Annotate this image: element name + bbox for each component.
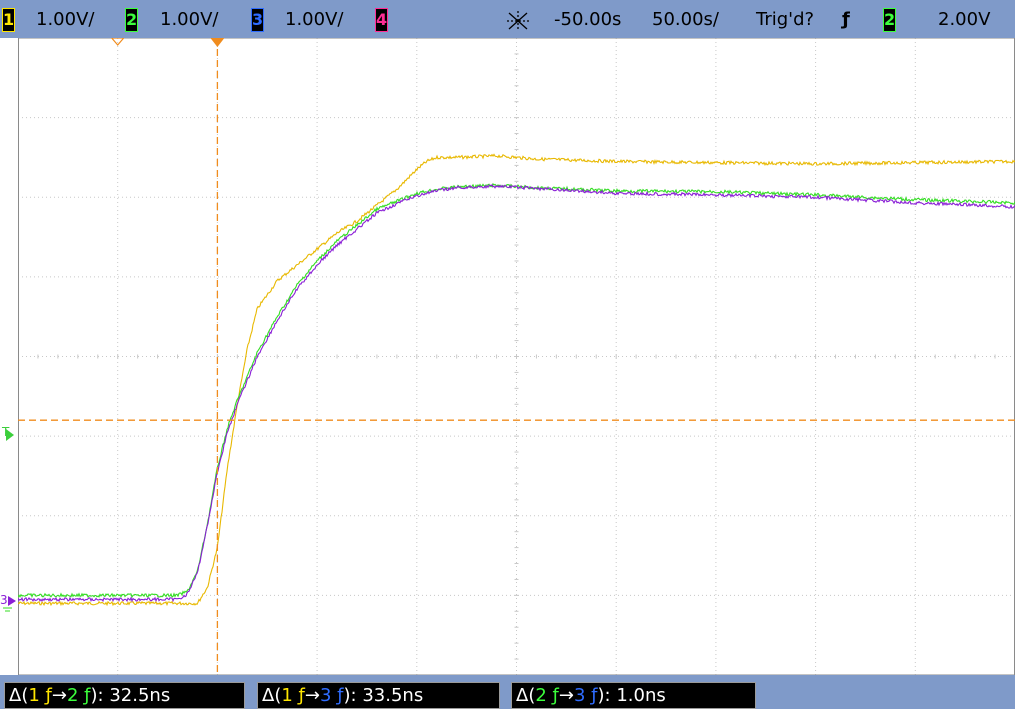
measurement-bar: Δ(1 ƒ→2 ƒ): 32.5ns Δ(1 ƒ→3 ƒ): 33.5ns Δ(… [0,675,1015,709]
measurement-1-sep: ): [90,685,104,706]
top-markers [110,38,225,47]
measurement-3-delta: Δ( [516,685,536,706]
left-marker-strip: T 3 [0,425,16,612]
channel-1-scale[interactable]: 1.00V/ [36,9,95,30]
timescale-value[interactable]: 50.00s/ [652,9,719,30]
measurement-2-sep: ): [343,685,357,706]
trigger-level-value[interactable]: 2.00V [938,9,991,30]
delay-marker [110,38,125,46]
trigger-status: Trig'd? [756,9,815,30]
trigger-edge-icon[interactable]: ƒ [842,9,850,30]
measurement-3-sep: ): [597,685,611,706]
channel-4-badge[interactable]: 4 [375,8,388,32]
measurement-2-edge2-icon: ƒ [337,685,344,706]
measurement-1-edge-icon: ƒ [45,685,52,706]
measurement-3[interactable]: Δ(2 ƒ→3 ƒ): 1.0ns [511,682,756,709]
measurement-2-to: 3 [319,685,332,706]
measurement-2-arrow: → [304,685,320,706]
measurement-1-value: 32.5ns [109,685,171,706]
traces [18,153,1015,607]
measurement-3-edge2-icon: ƒ [591,685,598,706]
channel-3-badge[interactable]: 3 [251,8,264,32]
graticule [18,38,1015,675]
waveform-display[interactable] [18,38,1015,675]
channel-3-ground-marker[interactable]: 3 [0,593,16,612]
trace-channel-1 [18,153,1015,607]
trigger-level-marker[interactable]: T [1,425,14,441]
trace-channel-3 [18,183,1015,603]
measurement-2[interactable]: Δ(1 ƒ→3 ƒ): 33.5ns [257,682,500,709]
trigger-marker-label: T [1,425,10,439]
channel-3-scale[interactable]: 1.00V/ [285,9,344,30]
channel-2-scale[interactable]: 1.00V/ [160,9,219,30]
measurement-3-value: 1.0ns [616,685,666,706]
measurement-2-value: 33.5ns [362,685,424,706]
measurement-3-from: 2 [535,685,547,706]
cursors[interactable] [18,38,1015,675]
measurement-1-delta: Δ( [9,685,29,706]
measurement-2-delta: Δ( [262,685,282,706]
measurement-2-from: 1 [281,685,293,706]
channel-2-badge[interactable]: 2 [125,8,138,32]
measurement-1-to: 2 [66,685,79,706]
measurement-1-edge2-icon: ƒ [84,685,91,706]
timebase-icon[interactable] [505,9,531,33]
measurement-3-edge-icon: ƒ [552,685,559,706]
ch3-ground-label: 3 [0,593,8,607]
channel-1-badge[interactable]: 1 [2,8,15,32]
delay-value[interactable]: -50.00s [554,9,622,30]
measurement-1-arrow: → [51,685,67,706]
measurement-3-to: 3 [573,685,586,706]
top-status-bar: 1 1.00V/ 2 1.00V/ 3 1.00V/ 4 -50.00s 50.… [0,0,1015,38]
measurement-3-arrow: → [558,685,574,706]
measurement-1[interactable]: Δ(1 ƒ→2 ƒ): 32.5ns [4,682,245,709]
measurement-2-edge-icon: ƒ [298,685,305,706]
waveform-plot [18,38,1015,675]
trigger-source-badge[interactable]: 2 [883,8,896,32]
measurement-1-from: 1 [28,685,40,706]
